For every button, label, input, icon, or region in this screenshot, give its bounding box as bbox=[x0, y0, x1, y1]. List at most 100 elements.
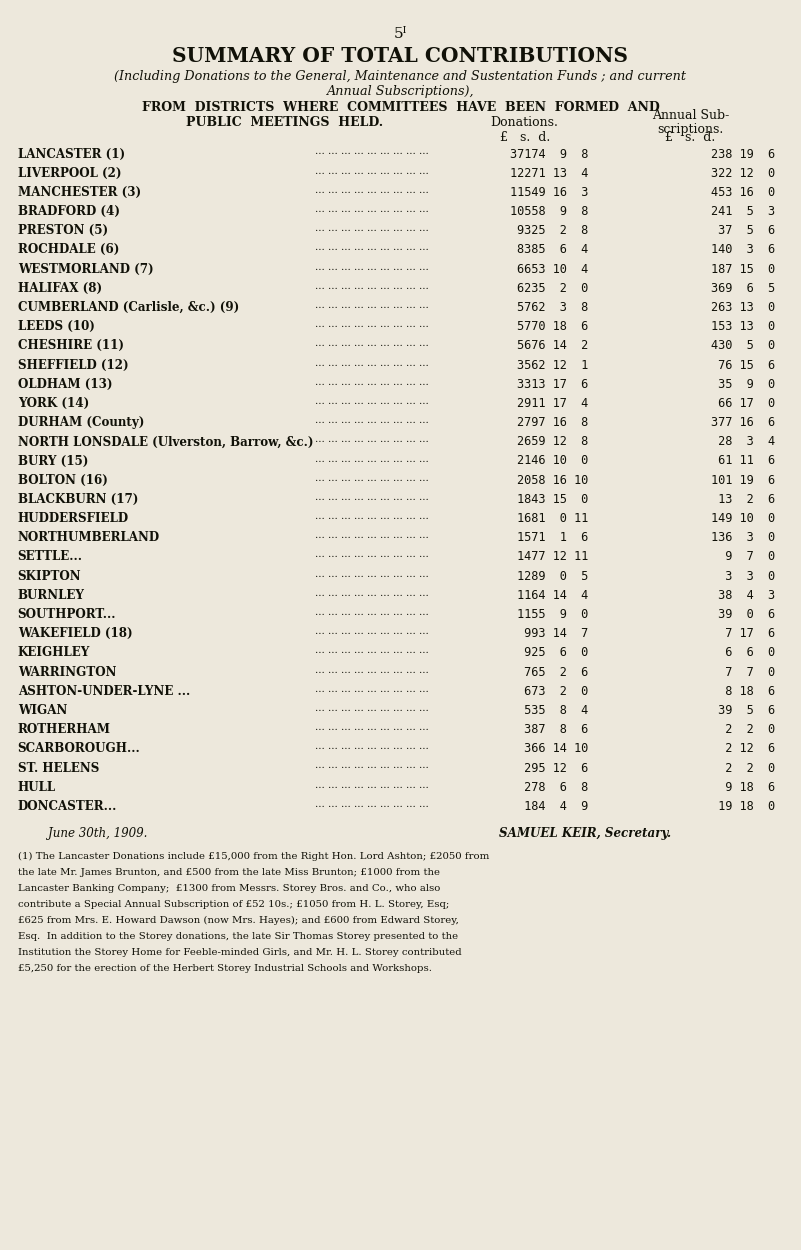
Text: ST. HELENS: ST. HELENS bbox=[18, 761, 99, 775]
Text: ... ... ... ... ... ... ... ... ...: ... ... ... ... ... ... ... ... ... bbox=[315, 378, 429, 386]
Text: June 30th, 1909.: June 30th, 1909. bbox=[48, 826, 147, 840]
Text: 13  2  6: 13 2 6 bbox=[711, 492, 775, 506]
Text: BOLTON (16): BOLTON (16) bbox=[18, 474, 107, 486]
Text: ... ... ... ... ... ... ... ... ...: ... ... ... ... ... ... ... ... ... bbox=[315, 262, 429, 271]
Text: 2911 17  4: 2911 17 4 bbox=[517, 398, 589, 410]
Text: 136  3  0: 136 3 0 bbox=[711, 531, 775, 544]
Text: 238 19  6: 238 19 6 bbox=[711, 148, 775, 160]
Text: YORK (14): YORK (14) bbox=[18, 398, 89, 410]
Text: ... ... ... ... ... ... ... ... ...: ... ... ... ... ... ... ... ... ... bbox=[315, 531, 429, 540]
Text: 2 12  6: 2 12 6 bbox=[711, 742, 775, 755]
Text: ROTHERHAM: ROTHERHAM bbox=[18, 722, 111, 736]
Text: ... ... ... ... ... ... ... ... ...: ... ... ... ... ... ... ... ... ... bbox=[315, 781, 429, 790]
Text: ... ... ... ... ... ... ... ... ...: ... ... ... ... ... ... ... ... ... bbox=[315, 628, 429, 636]
Text: 10558  9  8: 10558 9 8 bbox=[510, 205, 589, 217]
Text: 369  6  5: 369 6 5 bbox=[711, 281, 775, 295]
Text: ... ... ... ... ... ... ... ... ...: ... ... ... ... ... ... ... ... ... bbox=[315, 512, 429, 521]
Text: (Including Donations to the General, Maintenance and Sustentation Funds ; and cu: (Including Donations to the General, Mai… bbox=[115, 70, 686, 82]
Text: WARRINGTON: WARRINGTON bbox=[18, 665, 116, 679]
Text: WIGAN: WIGAN bbox=[18, 704, 67, 717]
Text: DONCASTER...: DONCASTER... bbox=[18, 800, 117, 812]
Text: ... ... ... ... ... ... ... ... ...: ... ... ... ... ... ... ... ... ... bbox=[315, 359, 429, 368]
Text: 1155  9  0: 1155 9 0 bbox=[517, 608, 589, 621]
Text: ... ... ... ... ... ... ... ... ...: ... ... ... ... ... ... ... ... ... bbox=[315, 608, 429, 618]
Text: 9 18  6: 9 18 6 bbox=[711, 781, 775, 794]
Text: 5770 18  6: 5770 18 6 bbox=[517, 320, 589, 334]
Text: ROCHDALE (6): ROCHDALE (6) bbox=[18, 244, 119, 256]
Text: 2058 16 10: 2058 16 10 bbox=[517, 474, 589, 486]
Text: ... ... ... ... ... ... ... ... ...: ... ... ... ... ... ... ... ... ... bbox=[315, 589, 429, 598]
Text: 2  2  0: 2 2 0 bbox=[711, 722, 775, 736]
Text: 241  5  3: 241 5 3 bbox=[711, 205, 775, 217]
Text: £625 from Mrs. E. Howard Dawson (now Mrs. Hayes); and £600 from Edward Storey,: £625 from Mrs. E. Howard Dawson (now Mrs… bbox=[18, 915, 458, 925]
Text: WAKEFIELD (18): WAKEFIELD (18) bbox=[18, 628, 132, 640]
Text: 187 15  0: 187 15 0 bbox=[711, 262, 775, 275]
Text: 535  8  4: 535 8 4 bbox=[517, 704, 589, 717]
Text: BRADFORD (4): BRADFORD (4) bbox=[18, 205, 119, 217]
Text: NORTHUMBERLAND: NORTHUMBERLAND bbox=[18, 531, 159, 544]
Text: CUMBERLAND (Carlisle, &c.) (9): CUMBERLAND (Carlisle, &c.) (9) bbox=[18, 301, 239, 314]
Text: 19 18  0: 19 18 0 bbox=[711, 800, 775, 812]
Text: 765  2  6: 765 2 6 bbox=[517, 665, 589, 679]
Text: 5ᴵ: 5ᴵ bbox=[394, 28, 407, 41]
Text: ... ... ... ... ... ... ... ... ...: ... ... ... ... ... ... ... ... ... bbox=[315, 148, 429, 156]
Text: ... ... ... ... ... ... ... ... ...: ... ... ... ... ... ... ... ... ... bbox=[315, 665, 429, 675]
Text: SAMUEL KEIR, Secretary.: SAMUEL KEIR, Secretary. bbox=[499, 826, 670, 840]
Text: 6653 10  4: 6653 10 4 bbox=[517, 262, 589, 275]
Text: WESTMORLAND (7): WESTMORLAND (7) bbox=[18, 262, 153, 275]
Text: HALIFAX (8): HALIFAX (8) bbox=[18, 281, 102, 295]
Text: 430  5  0: 430 5 0 bbox=[711, 339, 775, 352]
Text: Donations.: Donations. bbox=[491, 116, 558, 129]
Text: 140  3  6: 140 3 6 bbox=[711, 244, 775, 256]
Text: 2  2  0: 2 2 0 bbox=[711, 761, 775, 775]
Text: 7 17  6: 7 17 6 bbox=[711, 628, 775, 640]
Text: SCARBOROUGH...: SCARBOROUGH... bbox=[18, 742, 140, 755]
Text: KEIGHLEY: KEIGHLEY bbox=[18, 646, 90, 660]
Text: ... ... ... ... ... ... ... ... ...: ... ... ... ... ... ... ... ... ... bbox=[315, 492, 429, 501]
Text: OLDHAM (13): OLDHAM (13) bbox=[18, 378, 112, 391]
Text: 11549 16  3: 11549 16 3 bbox=[510, 186, 589, 199]
Text: £5,250 for the erection of the Herbert Storey Industrial Schools and Workshops.: £5,250 for the erection of the Herbert S… bbox=[18, 964, 432, 972]
Text: ... ... ... ... ... ... ... ... ...: ... ... ... ... ... ... ... ... ... bbox=[315, 281, 429, 291]
Text: Annual Sub-: Annual Sub- bbox=[652, 109, 729, 121]
Text: scriptions.: scriptions. bbox=[658, 122, 723, 135]
Text: 278  6  8: 278 6 8 bbox=[517, 781, 589, 794]
Text: 263 13  0: 263 13 0 bbox=[711, 301, 775, 314]
Text: ASHTON-UNDER-LYNE ...: ASHTON-UNDER-LYNE ... bbox=[18, 685, 190, 698]
Text: 76 15  6: 76 15 6 bbox=[711, 359, 775, 371]
Text: 35  9  0: 35 9 0 bbox=[711, 378, 775, 391]
Text: ... ... ... ... ... ... ... ... ...: ... ... ... ... ... ... ... ... ... bbox=[315, 416, 429, 425]
Text: 1681  0 11: 1681 0 11 bbox=[517, 512, 589, 525]
Text: PRESTON (5): PRESTON (5) bbox=[18, 224, 108, 238]
Text: 453 16  0: 453 16 0 bbox=[711, 186, 775, 199]
Text: 1477 12 11: 1477 12 11 bbox=[517, 550, 589, 564]
Text: 38  4  3: 38 4 3 bbox=[711, 589, 775, 601]
Text: contribute a Special Annual Subscription of £52 10s.; £1050 from H. L. Storey, E: contribute a Special Annual Subscription… bbox=[18, 900, 449, 909]
Text: HUDDERSFIELD: HUDDERSFIELD bbox=[18, 512, 129, 525]
Text: MANCHESTER (3): MANCHESTER (3) bbox=[18, 186, 141, 199]
Text: 1289  0  5: 1289 0 5 bbox=[517, 570, 589, 582]
Text: 9  7  0: 9 7 0 bbox=[711, 550, 775, 564]
Text: ... ... ... ... ... ... ... ... ...: ... ... ... ... ... ... ... ... ... bbox=[315, 455, 429, 464]
Text: 295 12  6: 295 12 6 bbox=[517, 761, 589, 775]
Text: 153 13  0: 153 13 0 bbox=[711, 320, 775, 334]
Text: 8 18  6: 8 18 6 bbox=[711, 685, 775, 698]
Text: ... ... ... ... ... ... ... ... ...: ... ... ... ... ... ... ... ... ... bbox=[315, 224, 429, 234]
Text: FROM  DISTRICTS  WHERE  COMMITTEES  HAVE  BEEN  FORMED  AND: FROM DISTRICTS WHERE COMMITTEES HAVE BEE… bbox=[142, 101, 659, 114]
Text: CHESHIRE (11): CHESHIRE (11) bbox=[18, 339, 123, 352]
Text: (1) The Lancaster Donations include £15,000 from the Right Hon. Lord Ashton; £20: (1) The Lancaster Donations include £15,… bbox=[18, 851, 489, 861]
Text: 925  6  0: 925 6 0 bbox=[517, 646, 589, 660]
Text: 673  2  0: 673 2 0 bbox=[517, 685, 589, 698]
Text: ... ... ... ... ... ... ... ... ...: ... ... ... ... ... ... ... ... ... bbox=[315, 244, 429, 252]
Text: 12271 13  4: 12271 13 4 bbox=[510, 166, 589, 180]
Text: DURHAM (County): DURHAM (County) bbox=[18, 416, 144, 429]
Text: 3  3  0: 3 3 0 bbox=[711, 570, 775, 582]
Text: ... ... ... ... ... ... ... ... ...: ... ... ... ... ... ... ... ... ... bbox=[315, 474, 429, 482]
Text: 66 17  0: 66 17 0 bbox=[711, 398, 775, 410]
Text: ... ... ... ... ... ... ... ... ...: ... ... ... ... ... ... ... ... ... bbox=[315, 800, 429, 809]
Text: SKIPTON: SKIPTON bbox=[18, 570, 81, 582]
Text: ... ... ... ... ... ... ... ... ...: ... ... ... ... ... ... ... ... ... bbox=[315, 166, 429, 176]
Text: SHEFFIELD (12): SHEFFIELD (12) bbox=[18, 359, 128, 371]
Text: ... ... ... ... ... ... ... ... ...: ... ... ... ... ... ... ... ... ... bbox=[315, 186, 429, 195]
Text: 28  3  4: 28 3 4 bbox=[711, 435, 775, 449]
